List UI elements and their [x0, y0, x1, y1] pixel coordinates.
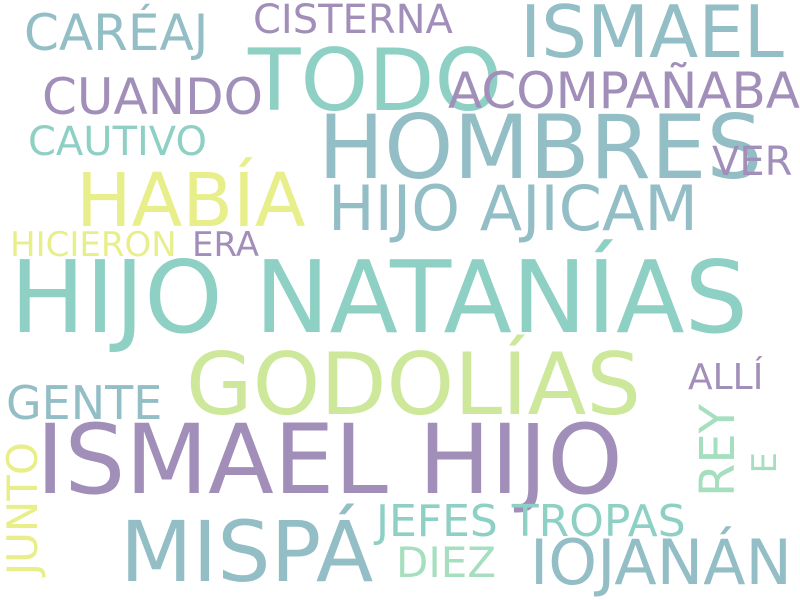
word-cautivo: CAUTIVO	[28, 119, 207, 165]
word-mispa: MISPÁ	[120, 503, 374, 600]
word-habia: HABÍA	[76, 158, 306, 244]
word-ismael-hijo: ISMAEL HIJO	[36, 404, 623, 516]
word-junto: JUNTO	[0, 442, 47, 576]
word-e: E	[745, 452, 785, 474]
word-todo: TODO	[248, 31, 503, 131]
word-alli: ALLÍ	[688, 357, 764, 398]
word-acompanaban: ACOMPAÑABAN	[448, 62, 800, 120]
word-hijo-natanias: HIJO NATANÍAS	[10, 239, 749, 356]
word-ismael: ISMAEL	[520, 0, 784, 74]
word-diez: DIEZ	[396, 538, 497, 587]
word-godolias: GODOLÍAS	[186, 335, 641, 435]
word-hijo-ajicam: HIJO AJICAM	[328, 172, 698, 245]
word-iojanan: IOJANÁN	[530, 526, 792, 599]
word-cisterna: CISTERNA	[253, 0, 453, 43]
word-ver: VER	[712, 139, 793, 185]
word-hicieron: HICIERON	[10, 225, 177, 265]
word-era: ERA	[192, 225, 259, 265]
word-cuando: CUANDO	[42, 68, 263, 126]
word-hombres: HOMBRES	[318, 96, 763, 199]
word-gente: GENTE	[6, 376, 163, 430]
word-rey: REY	[690, 404, 746, 497]
word-jefes-tropas: JEFES TROPAS	[376, 496, 686, 547]
word-careaj: CARÉAJ	[24, 4, 209, 62]
